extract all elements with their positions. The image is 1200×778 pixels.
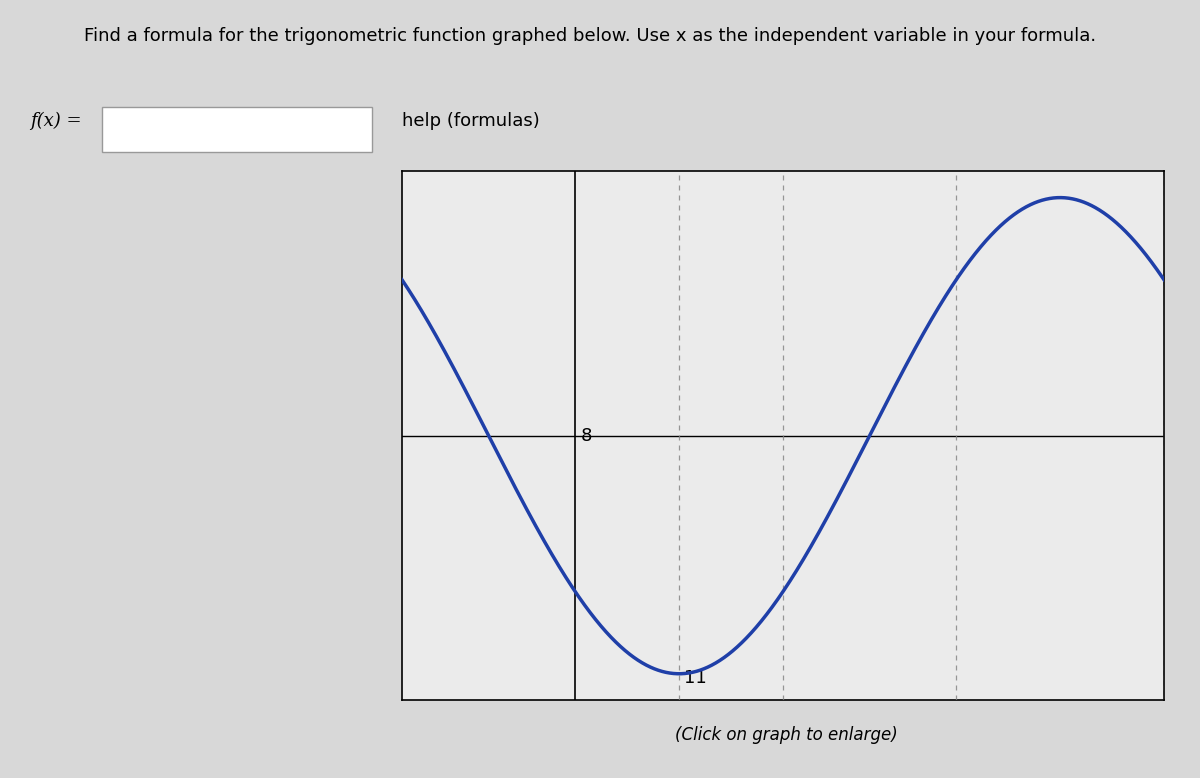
Text: (Click on graph to enlarge): (Click on graph to enlarge) [674, 726, 898, 745]
Text: Find a formula for the trigonometric function graphed below. Use x as the indepe: Find a formula for the trigonometric fun… [84, 27, 1096, 45]
Text: 8: 8 [581, 426, 592, 445]
Text: 11: 11 [684, 669, 707, 687]
Text: help (formulas): help (formulas) [402, 111, 540, 130]
Text: f(x) =: f(x) = [30, 111, 82, 130]
